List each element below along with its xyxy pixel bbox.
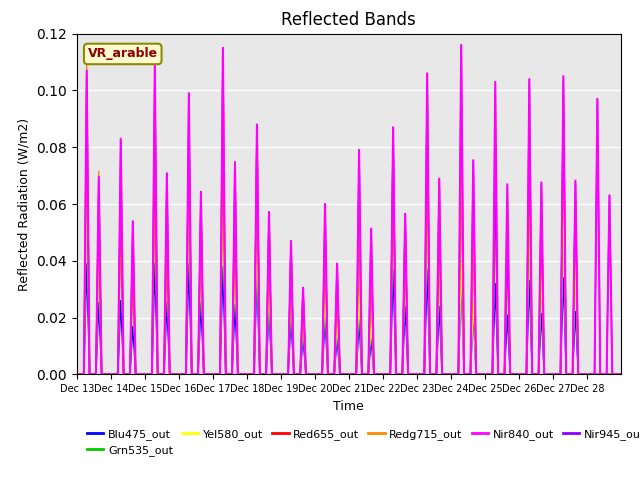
Yel580_out xyxy=(137,372,145,377)
Red655_out xyxy=(137,372,145,377)
Title: Reflected Bands: Reflected Bands xyxy=(282,11,416,29)
Redg715_out xyxy=(264,251,272,257)
Nir945_out xyxy=(73,372,81,377)
Nir840_out xyxy=(137,372,145,377)
Nir840_out xyxy=(237,372,244,377)
Nir840_out xyxy=(73,372,81,377)
Red655_out xyxy=(405,372,413,377)
Nir945_out xyxy=(617,372,625,377)
Yel580_out xyxy=(151,179,159,184)
Nir840_out xyxy=(617,372,625,377)
X-axis label: Time: Time xyxy=(333,400,364,413)
Grn535_out xyxy=(436,284,444,290)
Nir945_out xyxy=(284,372,292,377)
Yel580_out xyxy=(436,284,444,290)
Nir840_out xyxy=(284,372,292,377)
Nir945_out xyxy=(458,42,465,48)
Yel580_out xyxy=(617,372,625,377)
Nir945_out xyxy=(237,372,244,377)
Blu475_out xyxy=(617,372,625,377)
Grn535_out xyxy=(138,372,145,377)
Grn535_out xyxy=(237,372,245,377)
Nir840_out xyxy=(435,176,443,181)
Line: Yel580_out: Yel580_out xyxy=(77,181,621,374)
Yel580_out xyxy=(73,372,81,377)
Line: Grn535_out: Grn535_out xyxy=(77,187,621,374)
Nir840_out xyxy=(405,372,413,377)
Grn535_out xyxy=(406,372,413,377)
Legend: Blu475_out, Grn535_out, Yel580_out, Red655_out, Redg715_out, Nir840_out, Nir945_: Blu475_out, Grn535_out, Yel580_out, Red6… xyxy=(83,424,640,460)
Line: Nir945_out: Nir945_out xyxy=(77,45,621,374)
Redg715_out xyxy=(137,372,145,377)
Red655_out xyxy=(559,102,567,108)
Redg715_out xyxy=(617,372,625,377)
Blu475_out xyxy=(285,357,292,363)
Yel580_out xyxy=(406,372,413,377)
Red655_out xyxy=(284,372,292,377)
Line: Blu475_out: Blu475_out xyxy=(77,264,621,374)
Grn535_out xyxy=(83,184,91,190)
Nir840_out xyxy=(264,290,271,296)
Blu475_out xyxy=(83,261,91,266)
Blu475_out xyxy=(138,372,145,377)
Nir945_out xyxy=(405,372,413,377)
Redg715_out xyxy=(285,339,292,345)
Yel580_out xyxy=(285,349,292,355)
Red655_out xyxy=(435,215,443,220)
Red655_out xyxy=(73,372,81,377)
Line: Red655_out: Red655_out xyxy=(77,105,621,374)
Yel580_out xyxy=(237,372,245,377)
Redg715_out xyxy=(219,45,227,51)
Nir945_out xyxy=(264,290,271,296)
Text: VR_arable: VR_arable xyxy=(88,48,158,60)
Redg715_out xyxy=(406,372,413,377)
Blu475_out xyxy=(436,320,444,326)
Grn535_out xyxy=(285,350,292,356)
Blu475_out xyxy=(73,372,81,377)
Grn535_out xyxy=(617,372,625,377)
Blu475_out xyxy=(237,372,245,377)
Redg715_out xyxy=(436,225,444,230)
Line: Nir840_out: Nir840_out xyxy=(77,45,621,374)
Grn535_out xyxy=(73,372,81,377)
Blu475_out xyxy=(406,372,413,377)
Y-axis label: Reflected Radiation (W/m2): Reflected Radiation (W/m2) xyxy=(18,118,31,290)
Line: Redg715_out: Redg715_out xyxy=(77,48,621,374)
Red655_out xyxy=(617,372,625,377)
Redg715_out xyxy=(73,372,81,377)
Grn535_out xyxy=(264,302,272,308)
Blu475_out xyxy=(264,322,272,327)
Red655_out xyxy=(264,292,271,298)
Red655_out xyxy=(237,372,244,377)
Nir840_out xyxy=(458,42,465,48)
Redg715_out xyxy=(237,372,245,377)
Yel580_out xyxy=(264,300,272,305)
Nir945_out xyxy=(435,176,443,181)
Nir945_out xyxy=(137,372,145,377)
